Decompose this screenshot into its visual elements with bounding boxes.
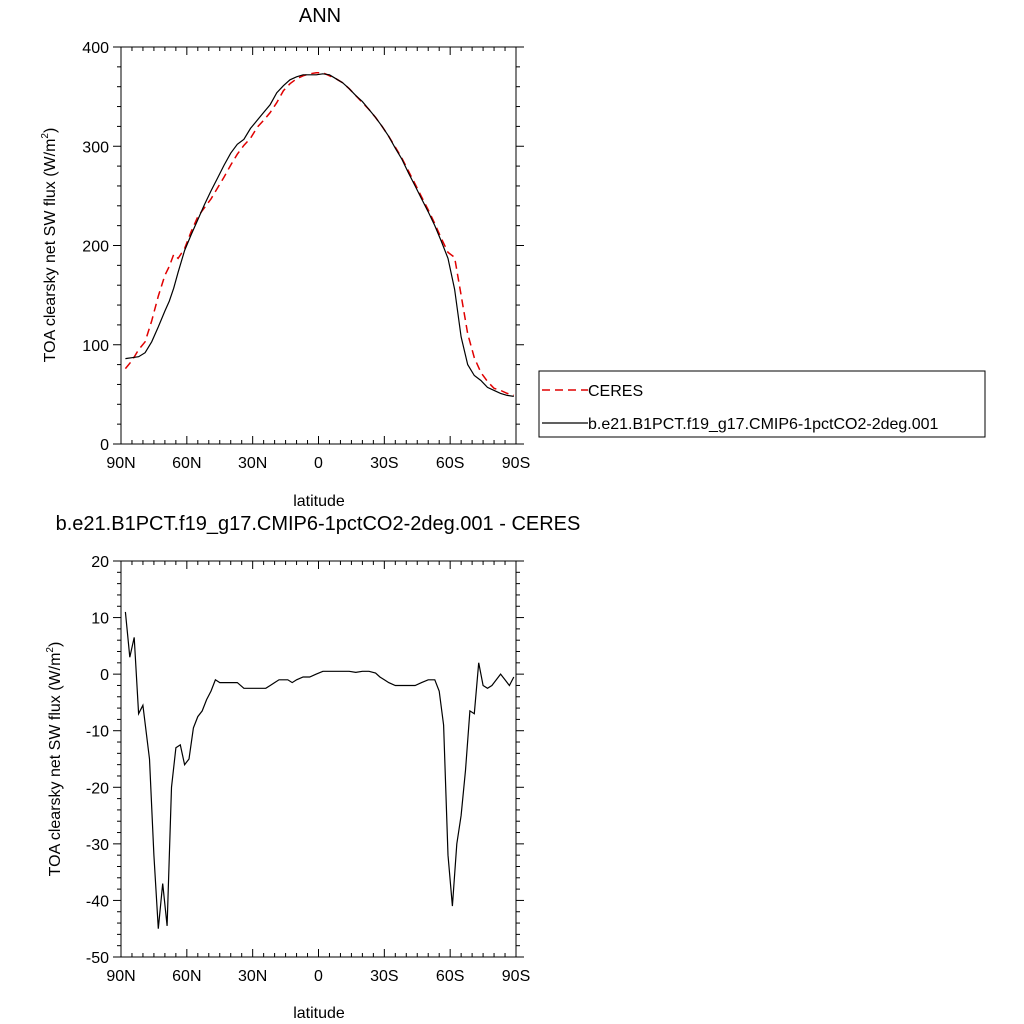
bottom-x-tick-label: 0 xyxy=(314,968,323,985)
bottom-y-tick-label: -20 xyxy=(86,780,109,797)
top-x-tick-label: 60N xyxy=(172,455,201,472)
top-y-tick-label: 100 xyxy=(82,338,109,355)
top-y-tick-label: 200 xyxy=(82,239,109,256)
bottom-y-tick-label: -30 xyxy=(86,837,109,854)
top-series-lines xyxy=(124,72,515,397)
bottom-x-tick-label: 60S xyxy=(436,968,464,985)
bottom-series-lines xyxy=(124,611,515,929)
top-x-tick-label: 90S xyxy=(502,455,530,472)
bottom-series-line-model xyxy=(124,611,515,929)
bottom-y-tick-label: 0 xyxy=(100,667,109,684)
bottom-y-tick-label: -40 xyxy=(86,893,109,910)
bottom-x-tick-label: 30N xyxy=(238,968,267,985)
bottom-y-tick-label: 10 xyxy=(91,611,109,628)
bottom-y-tick-label: 20 xyxy=(91,554,109,571)
bottom-x-tick-label: 90N xyxy=(106,968,135,985)
legend: CERES b.e21.B1PCT.f19_g17.CMIP6-1pctCO2-… xyxy=(538,370,986,438)
bottom-y-axis-label: TOA clearsky net SW flux (W/m2) xyxy=(45,642,64,877)
bottom-x-tick-label: 60N xyxy=(172,968,201,985)
top-y-tick-label: 300 xyxy=(82,139,109,156)
bottom-plot-frame xyxy=(120,560,517,958)
top-plot-frame xyxy=(120,46,517,445)
legend-box xyxy=(538,370,986,438)
top-x-tick-label: 30N xyxy=(238,455,267,472)
top-x-tick-label: 30S xyxy=(370,455,398,472)
legend-label-model: b.e21.B1PCT.f19_g17.CMIP6-1pctCO2-2deg.0… xyxy=(588,416,939,433)
top-axis-ticks: 90N 60N 30N 0 30S 60S 90S 0 100 200 300 400 xyxy=(82,40,530,472)
top-x-axis-label: latitude xyxy=(293,493,345,510)
bottom-x-tick-label: 30S xyxy=(370,968,398,985)
top-x-tick-label: 0 xyxy=(314,455,323,472)
bottom-y-tick-label: -50 xyxy=(86,950,109,967)
top-series-line-ceres xyxy=(124,72,515,397)
bottom-chart-title: b.e21.B1PCT.f19_g17.CMIP6-1pctCO2-2deg.0… xyxy=(56,513,581,535)
top-panel: ANN 90N 60N 30N 0 30S 60S 90S 0 100 200 300 400 lat… xyxy=(40,5,530,510)
top-chart-title: ANN xyxy=(299,5,341,27)
bottom-x-axis-label: latitude xyxy=(293,1005,345,1022)
bottom-axis-ticks: 90N 60N 30N 0 30S 60S 90S -50 -40 -30 -20 -10 0 10 20 xyxy=(86,554,530,985)
bottom-y-tick-label: -10 xyxy=(86,724,109,741)
top-x-tick-label: 90N xyxy=(106,455,135,472)
top-series-line-model xyxy=(125,73,514,397)
legend-label-ceres: CERES xyxy=(588,383,643,400)
top-y-tick-label: 0 xyxy=(100,437,109,454)
top-y-tick-label: 400 xyxy=(82,40,109,57)
top-x-tick-label: 60S xyxy=(436,455,464,472)
bottom-x-tick-label: 90S xyxy=(502,968,530,985)
bottom-panel: b.e21.B1PCT.f19_g17.CMIP6-1pctCO2-2deg.0… xyxy=(45,513,580,1022)
top-y-axis-label: TOA clearsky net SW flux (W/m2) xyxy=(40,128,59,363)
